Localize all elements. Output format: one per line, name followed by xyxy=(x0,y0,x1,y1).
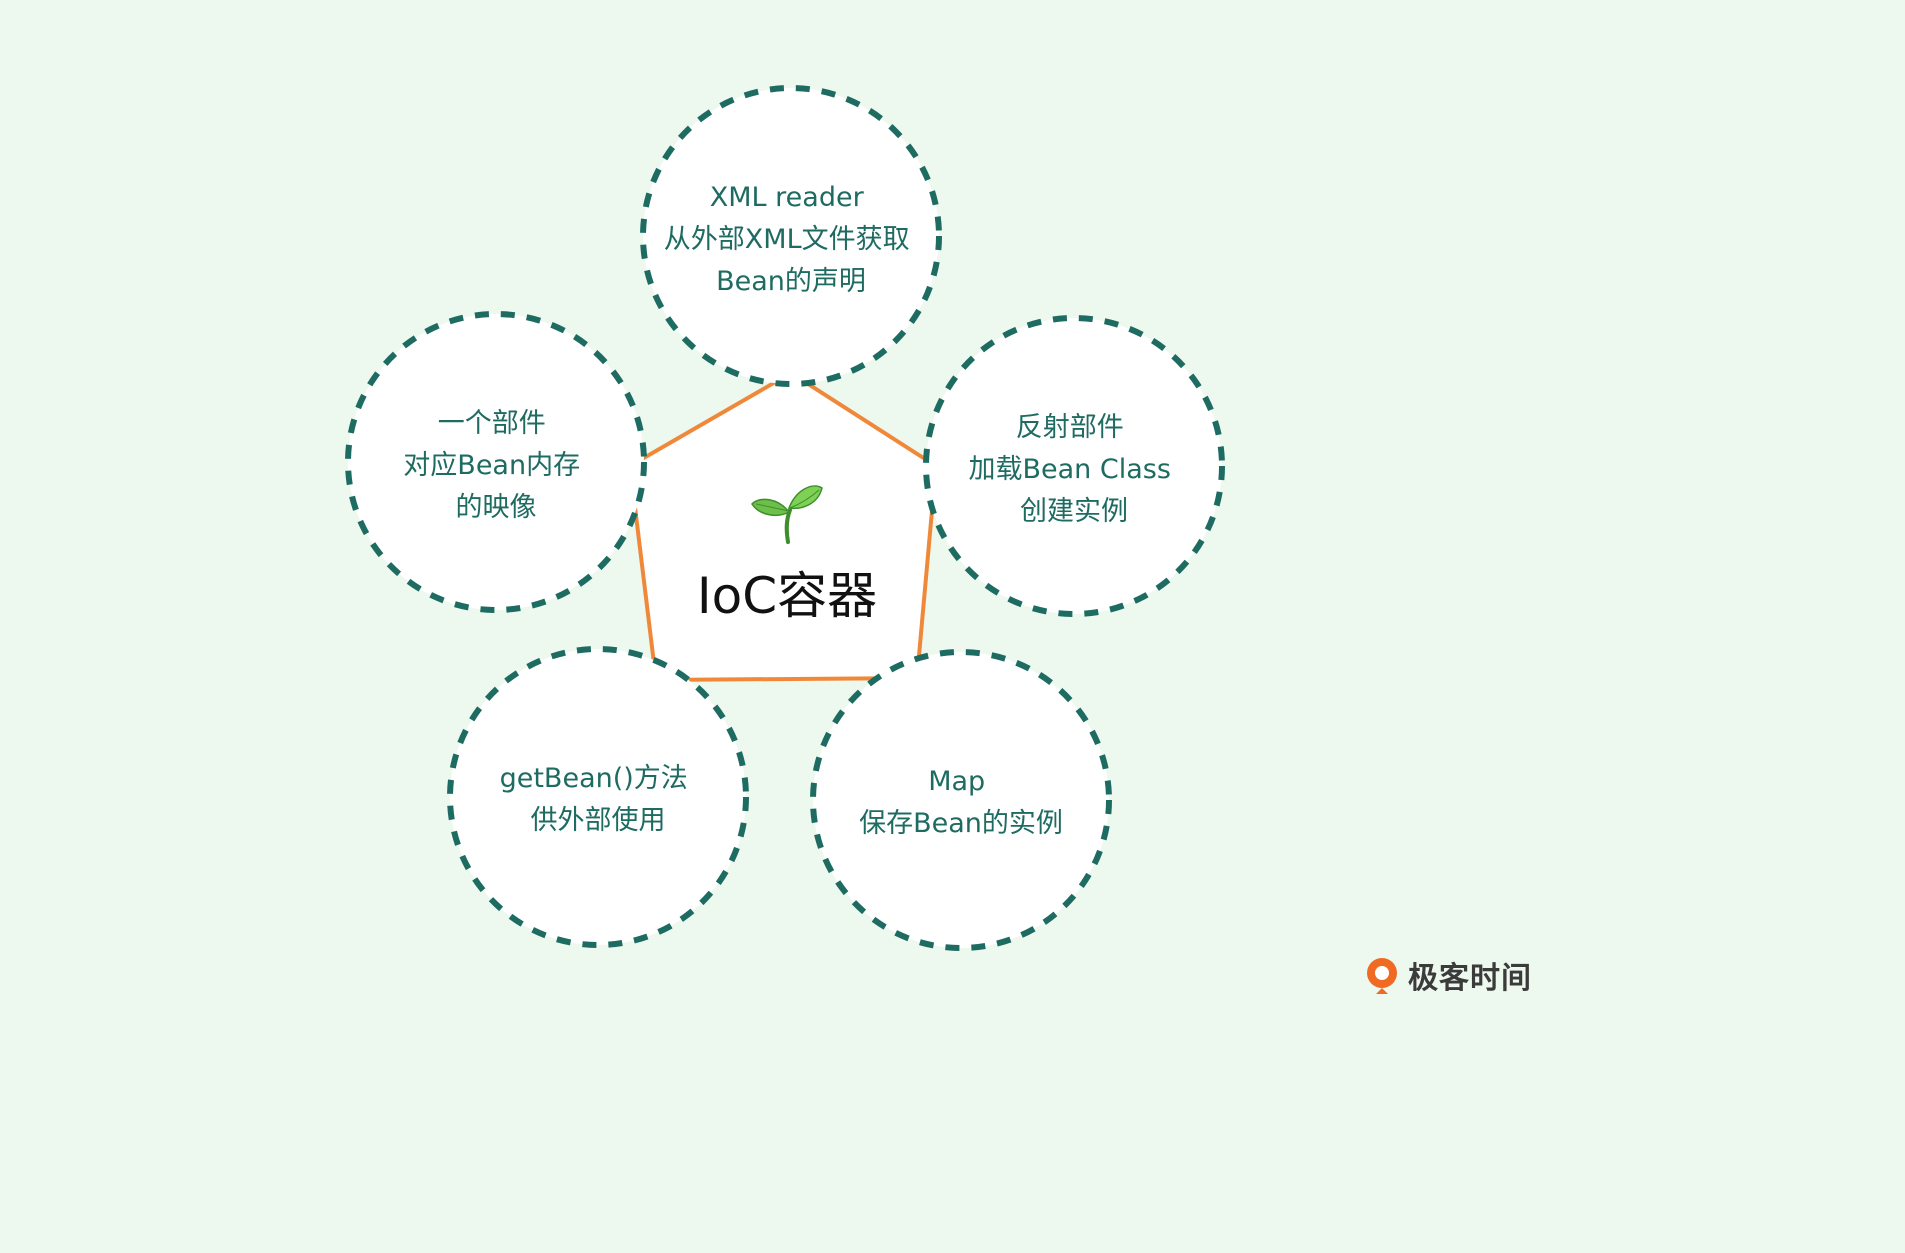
geektime-logo-icon xyxy=(1367,958,1397,994)
node-circle xyxy=(447,646,749,948)
node-map: Map 保存Bean的实例 xyxy=(810,649,1112,951)
node-line: 供外部使用 xyxy=(531,805,666,836)
node-line: Bean的声明 xyxy=(716,266,866,297)
node-line: 的映像 xyxy=(456,492,537,523)
node-label: getBean()方法 供外部使用 xyxy=(500,763,697,836)
node-line: 反射部件 xyxy=(1016,412,1124,443)
node-circle xyxy=(640,85,942,387)
node-line: 加载Bean Class xyxy=(968,454,1170,485)
node-line: 创建实例 xyxy=(1020,496,1128,527)
node-label: Map 保存Bean的实例 xyxy=(859,766,1063,839)
node-circle xyxy=(923,315,1225,617)
node-label: 反射部件 加载Bean Class 创建实例 xyxy=(968,412,1179,527)
node-label: 一个部件 对应Bean内存 的映像 xyxy=(403,408,588,523)
center-title: IoC容器 xyxy=(697,567,877,625)
brand-text: 极客时间 xyxy=(1408,961,1532,996)
node-component: 一个部件 对应Bean内存 的映像 xyxy=(345,311,647,613)
node-line: 从外部XML文件获取 xyxy=(664,224,910,255)
node-line: XML reader xyxy=(710,182,865,213)
pentagon-outline xyxy=(628,371,938,682)
node-line: Map xyxy=(928,766,985,797)
node-line: 对应Bean内存 xyxy=(403,450,580,481)
node-xml-reader: XML reader 从外部XML文件获取 Bean的声明 xyxy=(640,85,942,387)
node-label: XML reader 从外部XML文件获取 Bean的声明 xyxy=(664,182,918,297)
node-line: 保存Bean的实例 xyxy=(859,808,1063,839)
brand-mark: 极客时间 xyxy=(1362,953,1532,997)
node-line: getBean()方法 xyxy=(500,763,688,794)
node-reflection: 反射部件 加载Bean Class 创建实例 xyxy=(923,315,1225,617)
node-get-bean: getBean()方法 供外部使用 xyxy=(447,646,749,948)
node-line: 一个部件 xyxy=(438,408,546,439)
sprout-icon xyxy=(751,485,823,544)
ioc-diagram: XML reader 从外部XML文件获取 Bean的声明 反射部件 加载Bea… xyxy=(345,85,1225,951)
node-circle xyxy=(810,649,1112,951)
node-circle xyxy=(345,311,647,613)
